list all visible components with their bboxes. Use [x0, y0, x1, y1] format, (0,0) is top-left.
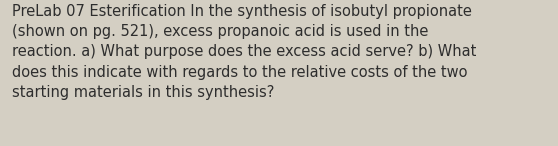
- Text: PreLab 07 Esterification In the synthesis of isobutyl propionate
(shown on pg. 5: PreLab 07 Esterification In the synthesi…: [12, 4, 477, 100]
